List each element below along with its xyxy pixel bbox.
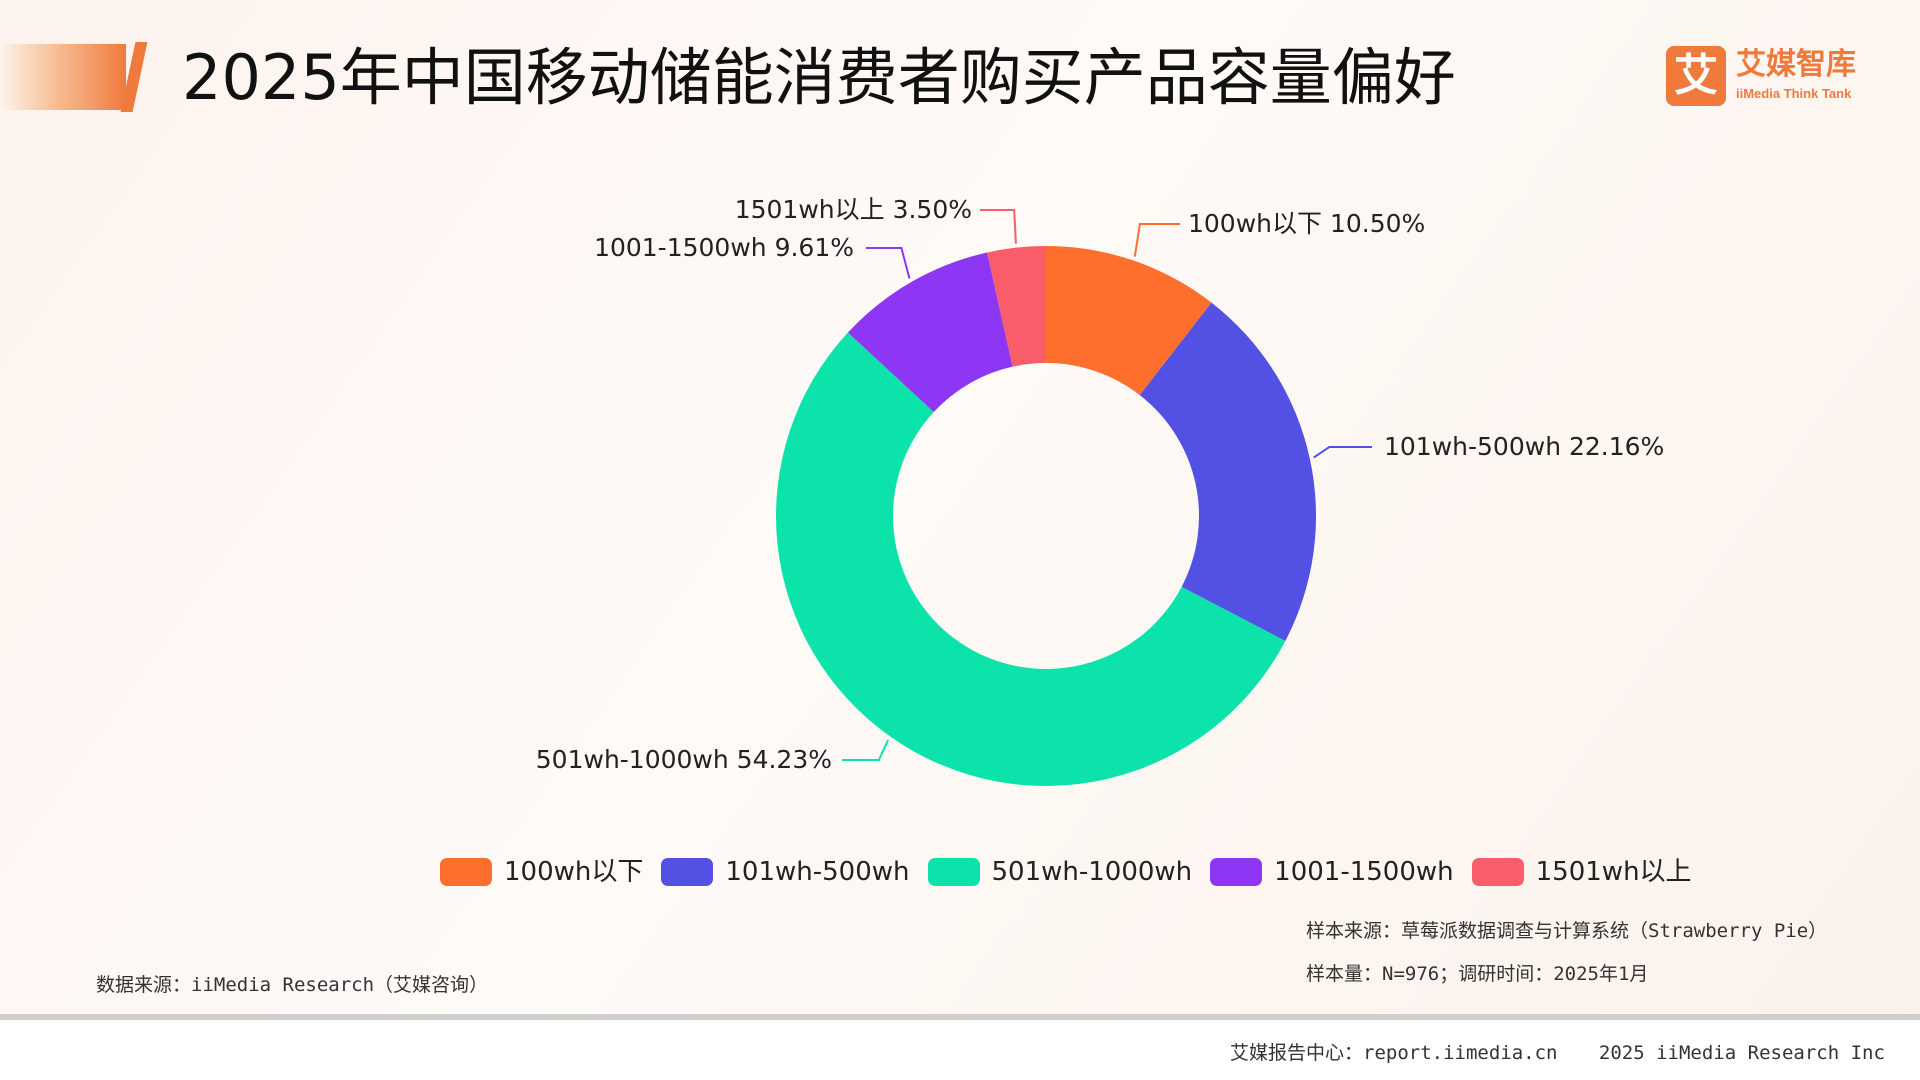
donut-slice-3 bbox=[776, 332, 1286, 786]
footer: 艾媒报告中心：report.iimedia.cn 2025 iiMedia Re… bbox=[1230, 1038, 1885, 1065]
logo-en-text: iiMedia Think Tank bbox=[1736, 86, 1852, 101]
legend-swatch bbox=[927, 858, 980, 886]
data-label-1: 100wh以下 10.50% bbox=[1188, 209, 1425, 238]
logo-mark-icon: 艾 bbox=[1666, 46, 1726, 106]
footer-copyright: 2025 iiMedia Research Inc bbox=[1598, 1042, 1885, 1064]
legend-label: 101wh-500wh bbox=[725, 857, 910, 887]
legend-swatch bbox=[1210, 858, 1263, 886]
legend-label: 1501wh以上 bbox=[1535, 857, 1692, 887]
data-label-4: 1001-1500wh 9.61% bbox=[594, 233, 854, 262]
chart-legend: 100wh以下 101wh-500wh 501wh-1000wh 1001-1500w… bbox=[440, 856, 1692, 888]
data-label-3: 501wh-1000wh 54.23% bbox=[536, 745, 832, 774]
legend-swatch bbox=[440, 858, 492, 886]
logo-cn-text: 艾媒智库 bbox=[1736, 47, 1856, 82]
leader-line-3 bbox=[842, 739, 890, 761]
sample-source-note: 样本来源：草莓派数据调查与计算系统（Strawberry Pie） bbox=[1306, 920, 1828, 942]
iimedia-logo: 艾 艾媒智库 iiMedia Think Tank bbox=[1666, 46, 1870, 108]
data-source: 数据来源：iiMedia Research（艾媒咨询） bbox=[96, 974, 489, 996]
footer-divider bbox=[0, 1014, 1920, 1020]
page-title: 2025年中国移动储能消费者购买产品容量偏好 bbox=[182, 41, 1456, 114]
leader-line-1 bbox=[1133, 223, 1180, 257]
leader-line-2 bbox=[1313, 446, 1372, 459]
donut-slice-4 bbox=[847, 252, 1013, 413]
legend-item-4: 1001-1500wh bbox=[1210, 856, 1454, 888]
legend-swatch bbox=[661, 858, 714, 886]
sample-notes: 样本来源：草莓派数据调查与计算系统（Strawberry Pie） 样本量：N=… bbox=[1306, 920, 1827, 1006]
donut-slice-2 bbox=[1139, 302, 1316, 641]
legend-label: 501wh-1000wh bbox=[991, 857, 1193, 887]
data-label-5: 1501wh以上 3.50% bbox=[735, 195, 972, 224]
data-label-2: 101wh-500wh 22.16% bbox=[1384, 432, 1664, 461]
legend-item-2: 101wh-500wh bbox=[661, 856, 910, 888]
footer-report-center: 艾媒报告中心：report.iimedia.cn bbox=[1230, 1042, 1558, 1064]
legend-item-5: 1501wh以上 bbox=[1471, 856, 1692, 888]
leader-line-4 bbox=[866, 247, 911, 279]
donut-slice-5 bbox=[987, 246, 1046, 367]
legend-label: 100wh以下 bbox=[504, 857, 644, 887]
leader-line-5 bbox=[980, 209, 1017, 244]
footer-background bbox=[0, 1020, 1920, 1080]
legend-swatch bbox=[1471, 858, 1524, 886]
legend-item-1: 100wh以下 bbox=[440, 856, 643, 888]
title-accent-bar bbox=[0, 44, 126, 110]
legend-item-3: 501wh-1000wh bbox=[927, 856, 1193, 888]
donut-slice-1 bbox=[1046, 246, 1212, 396]
legend-label: 1001-1500wh bbox=[1274, 857, 1454, 887]
sample-size-note: 样本量：N=976；调研时间：2025年1月 bbox=[1306, 963, 1649, 985]
